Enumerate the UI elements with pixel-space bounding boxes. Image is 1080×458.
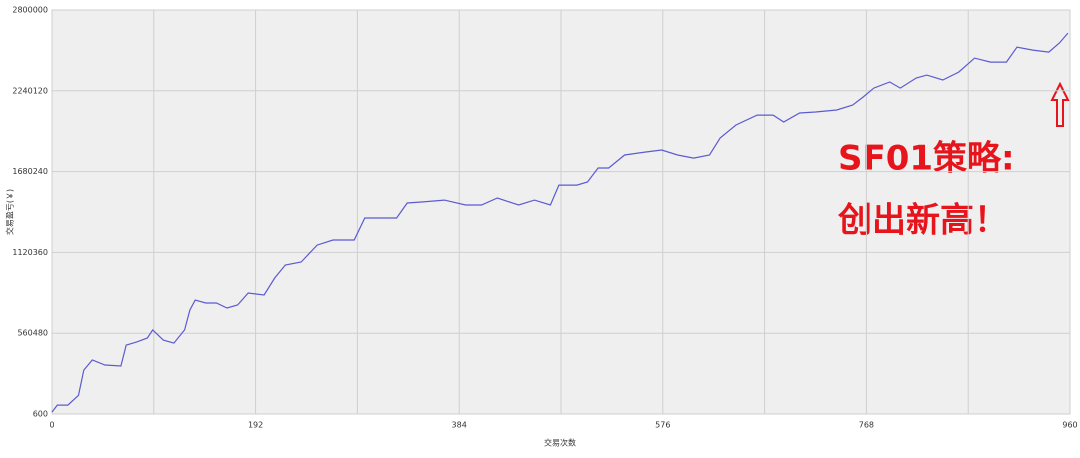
y-tick-label: 2800000	[12, 6, 48, 15]
y-tick-label: 1680240	[12, 167, 48, 176]
y-tick-label: 1120360	[12, 248, 48, 257]
y-tick-label: 2240120	[12, 86, 48, 95]
x-tick-label: 768	[859, 421, 874, 430]
x-tick-label: 576	[655, 421, 670, 430]
y-axis-label: 交易盈亏(￥)	[5, 189, 15, 235]
annotation: 创出新高！	[837, 201, 1008, 241]
annotation: SF01策略:	[838, 139, 1015, 179]
arrow	[1050, 81, 1070, 127]
y-tick-label: 560480	[17, 329, 48, 338]
data-line	[51, 32, 1069, 413]
y-tick-label: 600	[33, 410, 48, 419]
x-axis-label: 交易次数	[544, 438, 576, 448]
x-tick-label: 0	[49, 421, 54, 430]
x-tick-label: 960	[1062, 421, 1077, 430]
x-tick-label: 192	[248, 421, 263, 430]
x-tick-label: 384	[452, 421, 467, 430]
